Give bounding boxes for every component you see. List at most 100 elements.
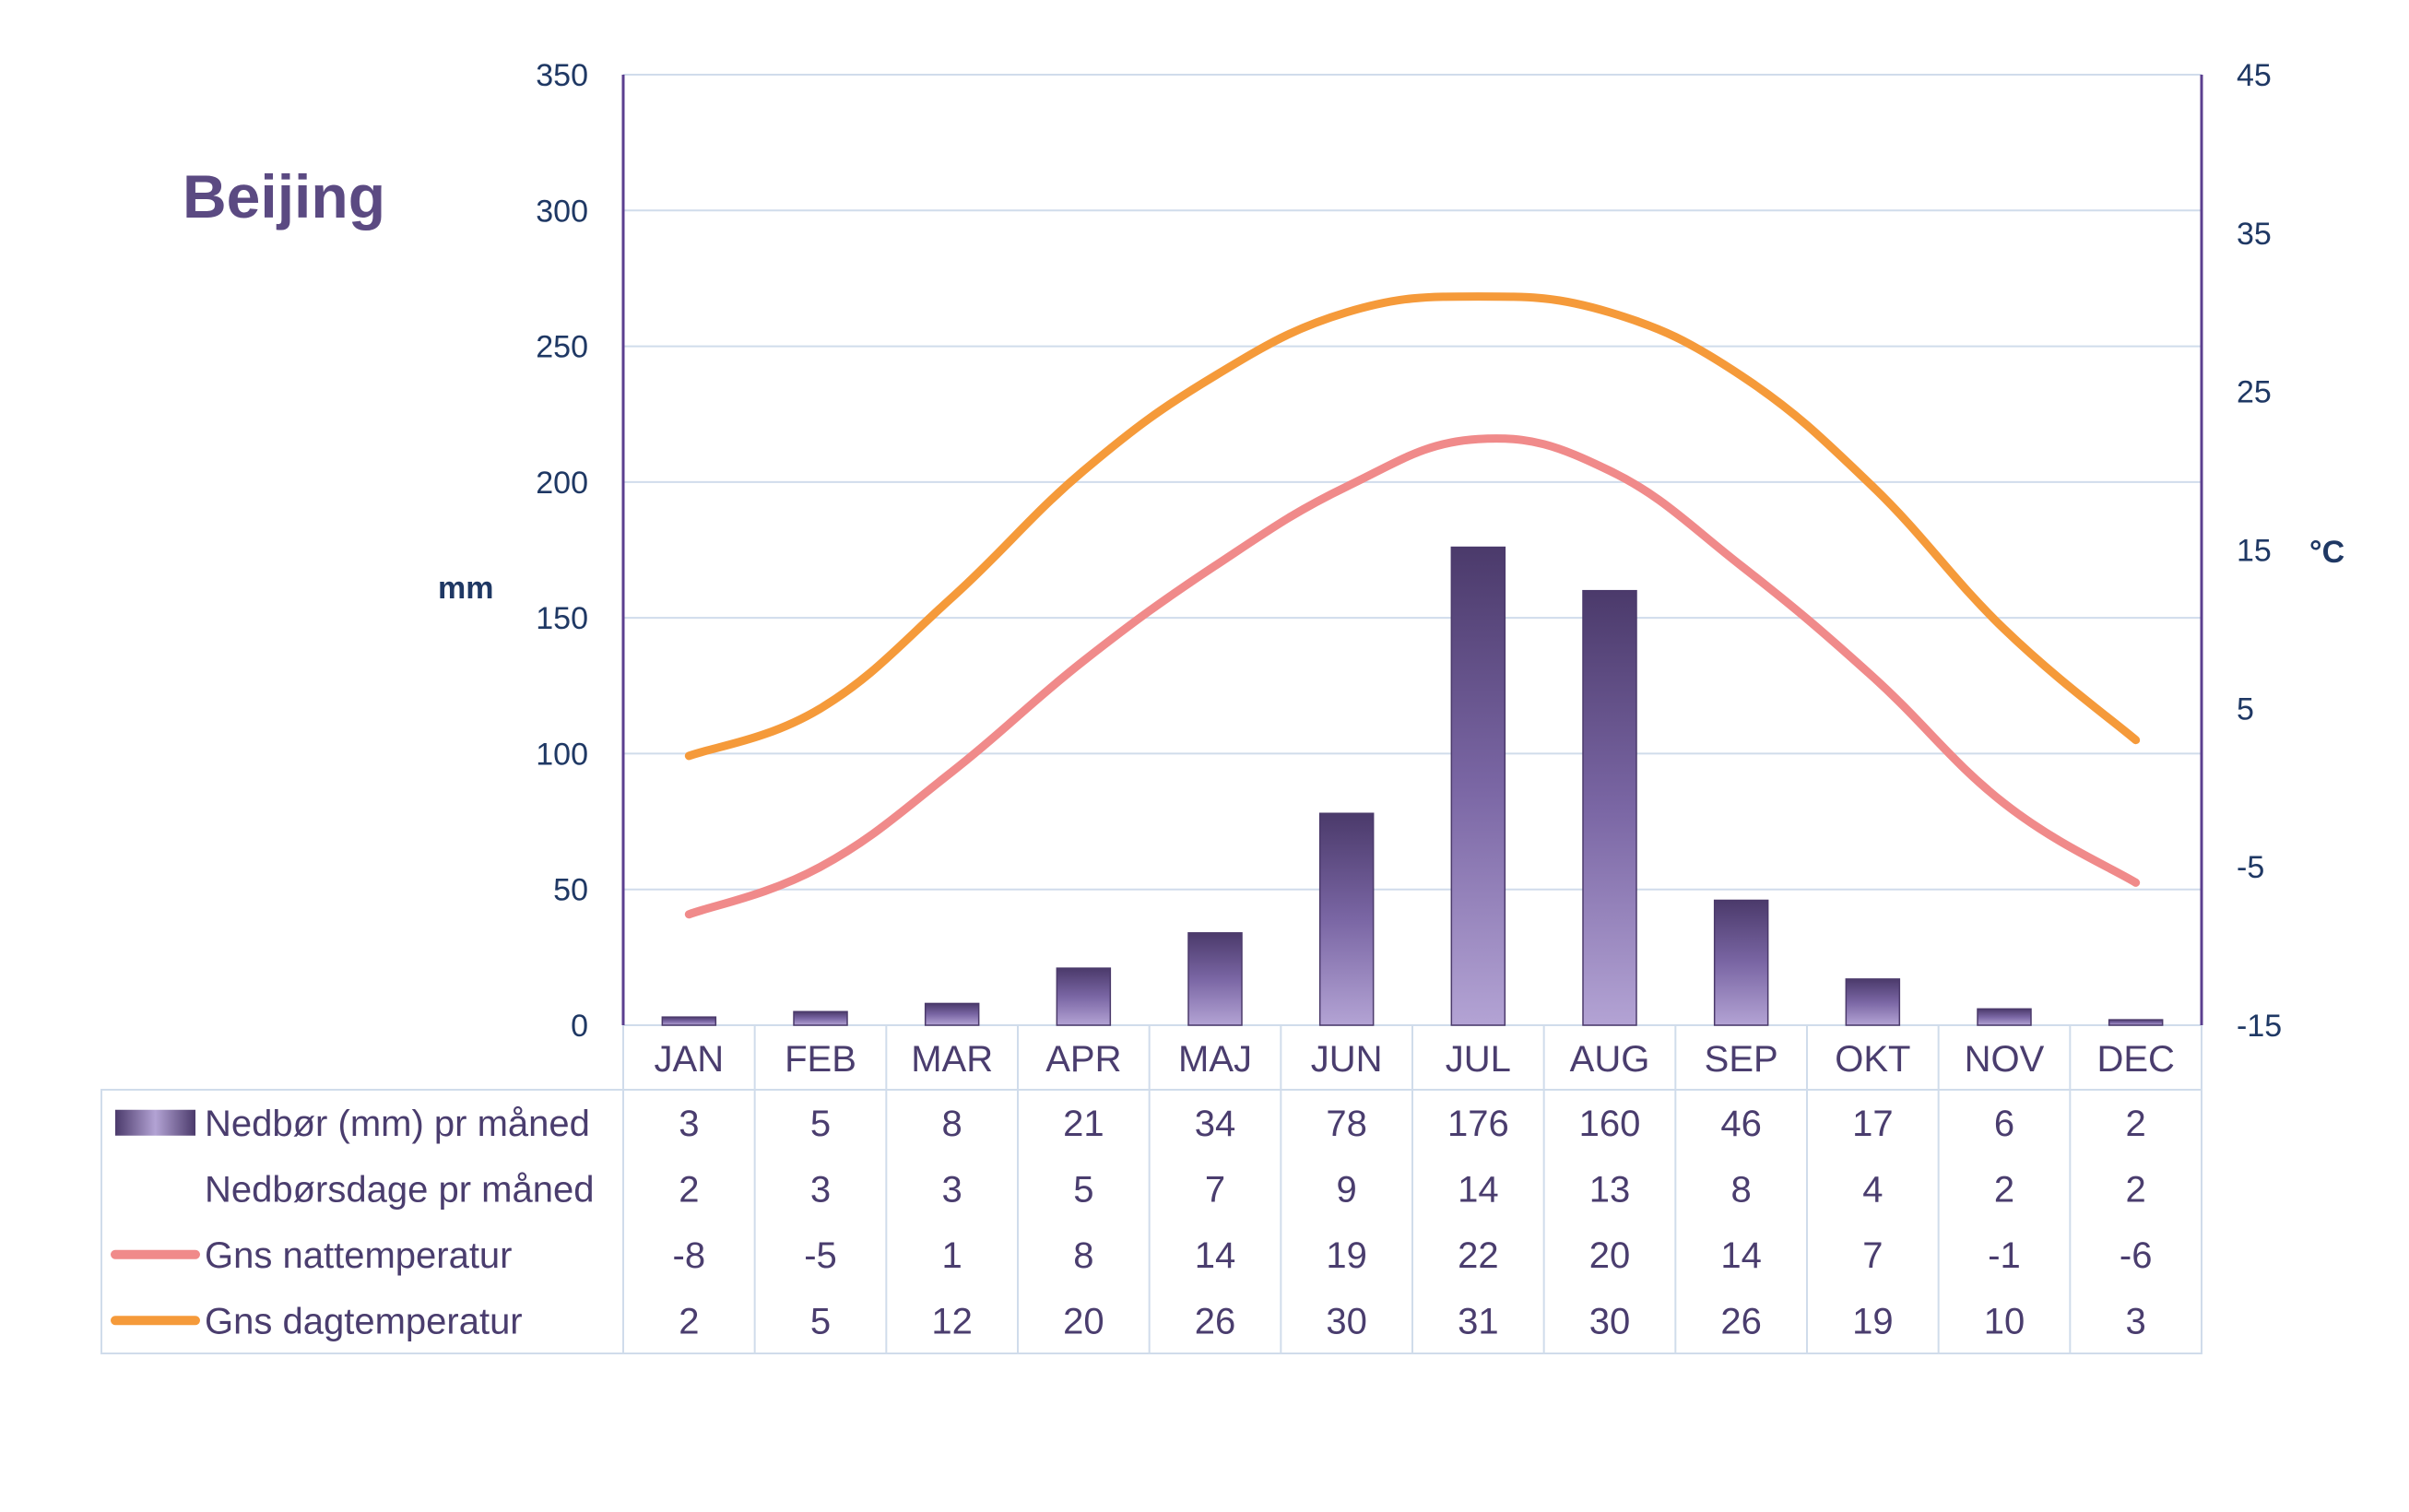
- table-cell: 30: [1326, 1301, 1367, 1341]
- table-cell: 160: [1579, 1104, 1641, 1144]
- table-cell: -6: [2120, 1235, 2153, 1276]
- right-tick-label: 35: [2237, 217, 2272, 252]
- row-label: Nedbør (mm) pr måned: [205, 1104, 590, 1144]
- table-cell: 8: [1073, 1235, 1093, 1276]
- table-cell: 2: [2126, 1169, 2146, 1210]
- table-cell: 6: [1994, 1104, 2014, 1144]
- right-tick-label: 5: [2237, 691, 2254, 726]
- left-tick-label: 50: [553, 873, 588, 908]
- left-tick-label: 350: [536, 58, 588, 93]
- right-tick-label: -5: [2237, 850, 2264, 885]
- temperature-lines: [684, 292, 2141, 919]
- row-label: Gns nattemperatur: [205, 1235, 513, 1276]
- bar-feb: [793, 1010, 848, 1026]
- left-tick-label: 250: [536, 330, 588, 365]
- bar-nov: [1977, 1008, 2032, 1026]
- table-cell: 5: [810, 1301, 831, 1341]
- table-cell: 3: [679, 1104, 699, 1144]
- table-cell: 14: [1195, 1235, 1236, 1276]
- table-cell: 2: [679, 1169, 699, 1210]
- tick-labels: 0 50 100 150 200 250 300 350 -15 -5 5 15 25 35 45: [536, 58, 2282, 1044]
- left-axis-label: mm: [438, 571, 493, 606]
- right-tick-label: -15: [2237, 1009, 2282, 1044]
- category-label-maj: MAJ: [1178, 1039, 1252, 1080]
- table-cell: 176: [1447, 1104, 1509, 1144]
- row-label: Nedbørsdage pr måned: [205, 1169, 594, 1210]
- category-label-mar: MAR: [911, 1039, 993, 1080]
- precipitation-bars: [661, 546, 2164, 1026]
- table-cell: 8: [1731, 1169, 1752, 1210]
- table-cell: 4: [1862, 1169, 1883, 1210]
- table-cell: 3: [810, 1169, 831, 1210]
- table-cell: 31: [1458, 1301, 1499, 1341]
- category-label-feb: FEB: [785, 1039, 856, 1080]
- category-label-okt: OKT: [1835, 1039, 1910, 1080]
- bar-maj: [1187, 932, 1243, 1026]
- table-cell: -8: [673, 1235, 706, 1276]
- table-cell: 34: [1195, 1104, 1236, 1144]
- table-cell: 20: [1589, 1235, 1631, 1276]
- category-label-aug: AUG: [1570, 1039, 1650, 1080]
- table-cell: 14: [1458, 1169, 1499, 1210]
- bar-sep: [1713, 899, 1769, 1026]
- data-table: JAN FEB MAR APR MAJ JUN JUL AUG SEP OKT NOV DEC Nedb…: [100, 1024, 2202, 1354]
- day-temperature-line: [684, 292, 2141, 761]
- table-cell: 5: [1073, 1169, 1093, 1210]
- table-cell: 3: [942, 1169, 962, 1210]
- table-cell: 21: [1063, 1104, 1104, 1144]
- table-cell: 26: [1720, 1301, 1762, 1341]
- left-tick-label: 100: [536, 737, 588, 772]
- bar-okt: [1845, 978, 1901, 1026]
- category-label-apr: APR: [1045, 1039, 1121, 1080]
- bar-dec: [2108, 1019, 2164, 1026]
- row-label: Gns dagtemperatur: [205, 1301, 523, 1341]
- chart-title: Beijing: [183, 162, 385, 230]
- table-cell: 22: [1458, 1235, 1499, 1276]
- table-cell: 17: [1852, 1104, 1894, 1144]
- left-tick-label: 150: [536, 601, 588, 636]
- table-cell: 2: [2126, 1104, 2146, 1144]
- table-cell: 78: [1326, 1104, 1367, 1144]
- table-cell: 5: [810, 1104, 831, 1144]
- table-cell: 1: [942, 1235, 962, 1276]
- category-label-jul: JUL: [1446, 1039, 1511, 1080]
- table-cell: 12: [931, 1301, 973, 1341]
- table-cell: -5: [804, 1235, 837, 1276]
- table-cell: 46: [1720, 1104, 1762, 1144]
- night-temperature-line: [684, 434, 2141, 919]
- table-cell: 13: [1589, 1169, 1631, 1210]
- category-label-jan: JAN: [655, 1039, 725, 1080]
- bar-jan: [661, 1016, 717, 1026]
- table-cell: 2: [1994, 1169, 2014, 1210]
- table-cell: 7: [1862, 1235, 1883, 1276]
- left-tick-label: 300: [536, 194, 588, 229]
- legend-swatch-precipitation: [115, 1109, 195, 1136]
- table-cell: 14: [1720, 1235, 1762, 1276]
- table-cell: 9: [1337, 1169, 1357, 1210]
- right-tick-label: 45: [2237, 58, 2272, 93]
- table-cell: 8: [942, 1104, 962, 1144]
- bar-mar: [924, 1002, 980, 1026]
- right-tick-label: 15: [2237, 534, 2272, 569]
- table-cell: 19: [1326, 1235, 1367, 1276]
- category-label-dec: DEC: [2096, 1039, 2174, 1080]
- left-tick-label: 0: [571, 1009, 588, 1044]
- table-cell: 3: [2126, 1301, 2146, 1341]
- axes: [621, 75, 2203, 1025]
- left-tick-label: 200: [536, 466, 588, 501]
- table-cell: 26: [1195, 1301, 1236, 1341]
- table-cell: 2: [679, 1301, 699, 1341]
- bar-apr: [1056, 967, 1112, 1026]
- right-axis-label: °C: [2309, 535, 2344, 570]
- bar-jun: [1318, 812, 1375, 1026]
- gridlines: [623, 74, 2202, 891]
- table-cell: 19: [1852, 1301, 1894, 1341]
- table-cell: 10: [1984, 1301, 2025, 1341]
- table-cell: 7: [1205, 1169, 1225, 1210]
- table-cell: 20: [1063, 1301, 1104, 1341]
- right-tick-label: 25: [2237, 375, 2272, 410]
- category-label-nov: NOV: [1965, 1039, 2045, 1080]
- table-cell: -1: [1988, 1235, 2021, 1276]
- bar-aug: [1582, 589, 1637, 1026]
